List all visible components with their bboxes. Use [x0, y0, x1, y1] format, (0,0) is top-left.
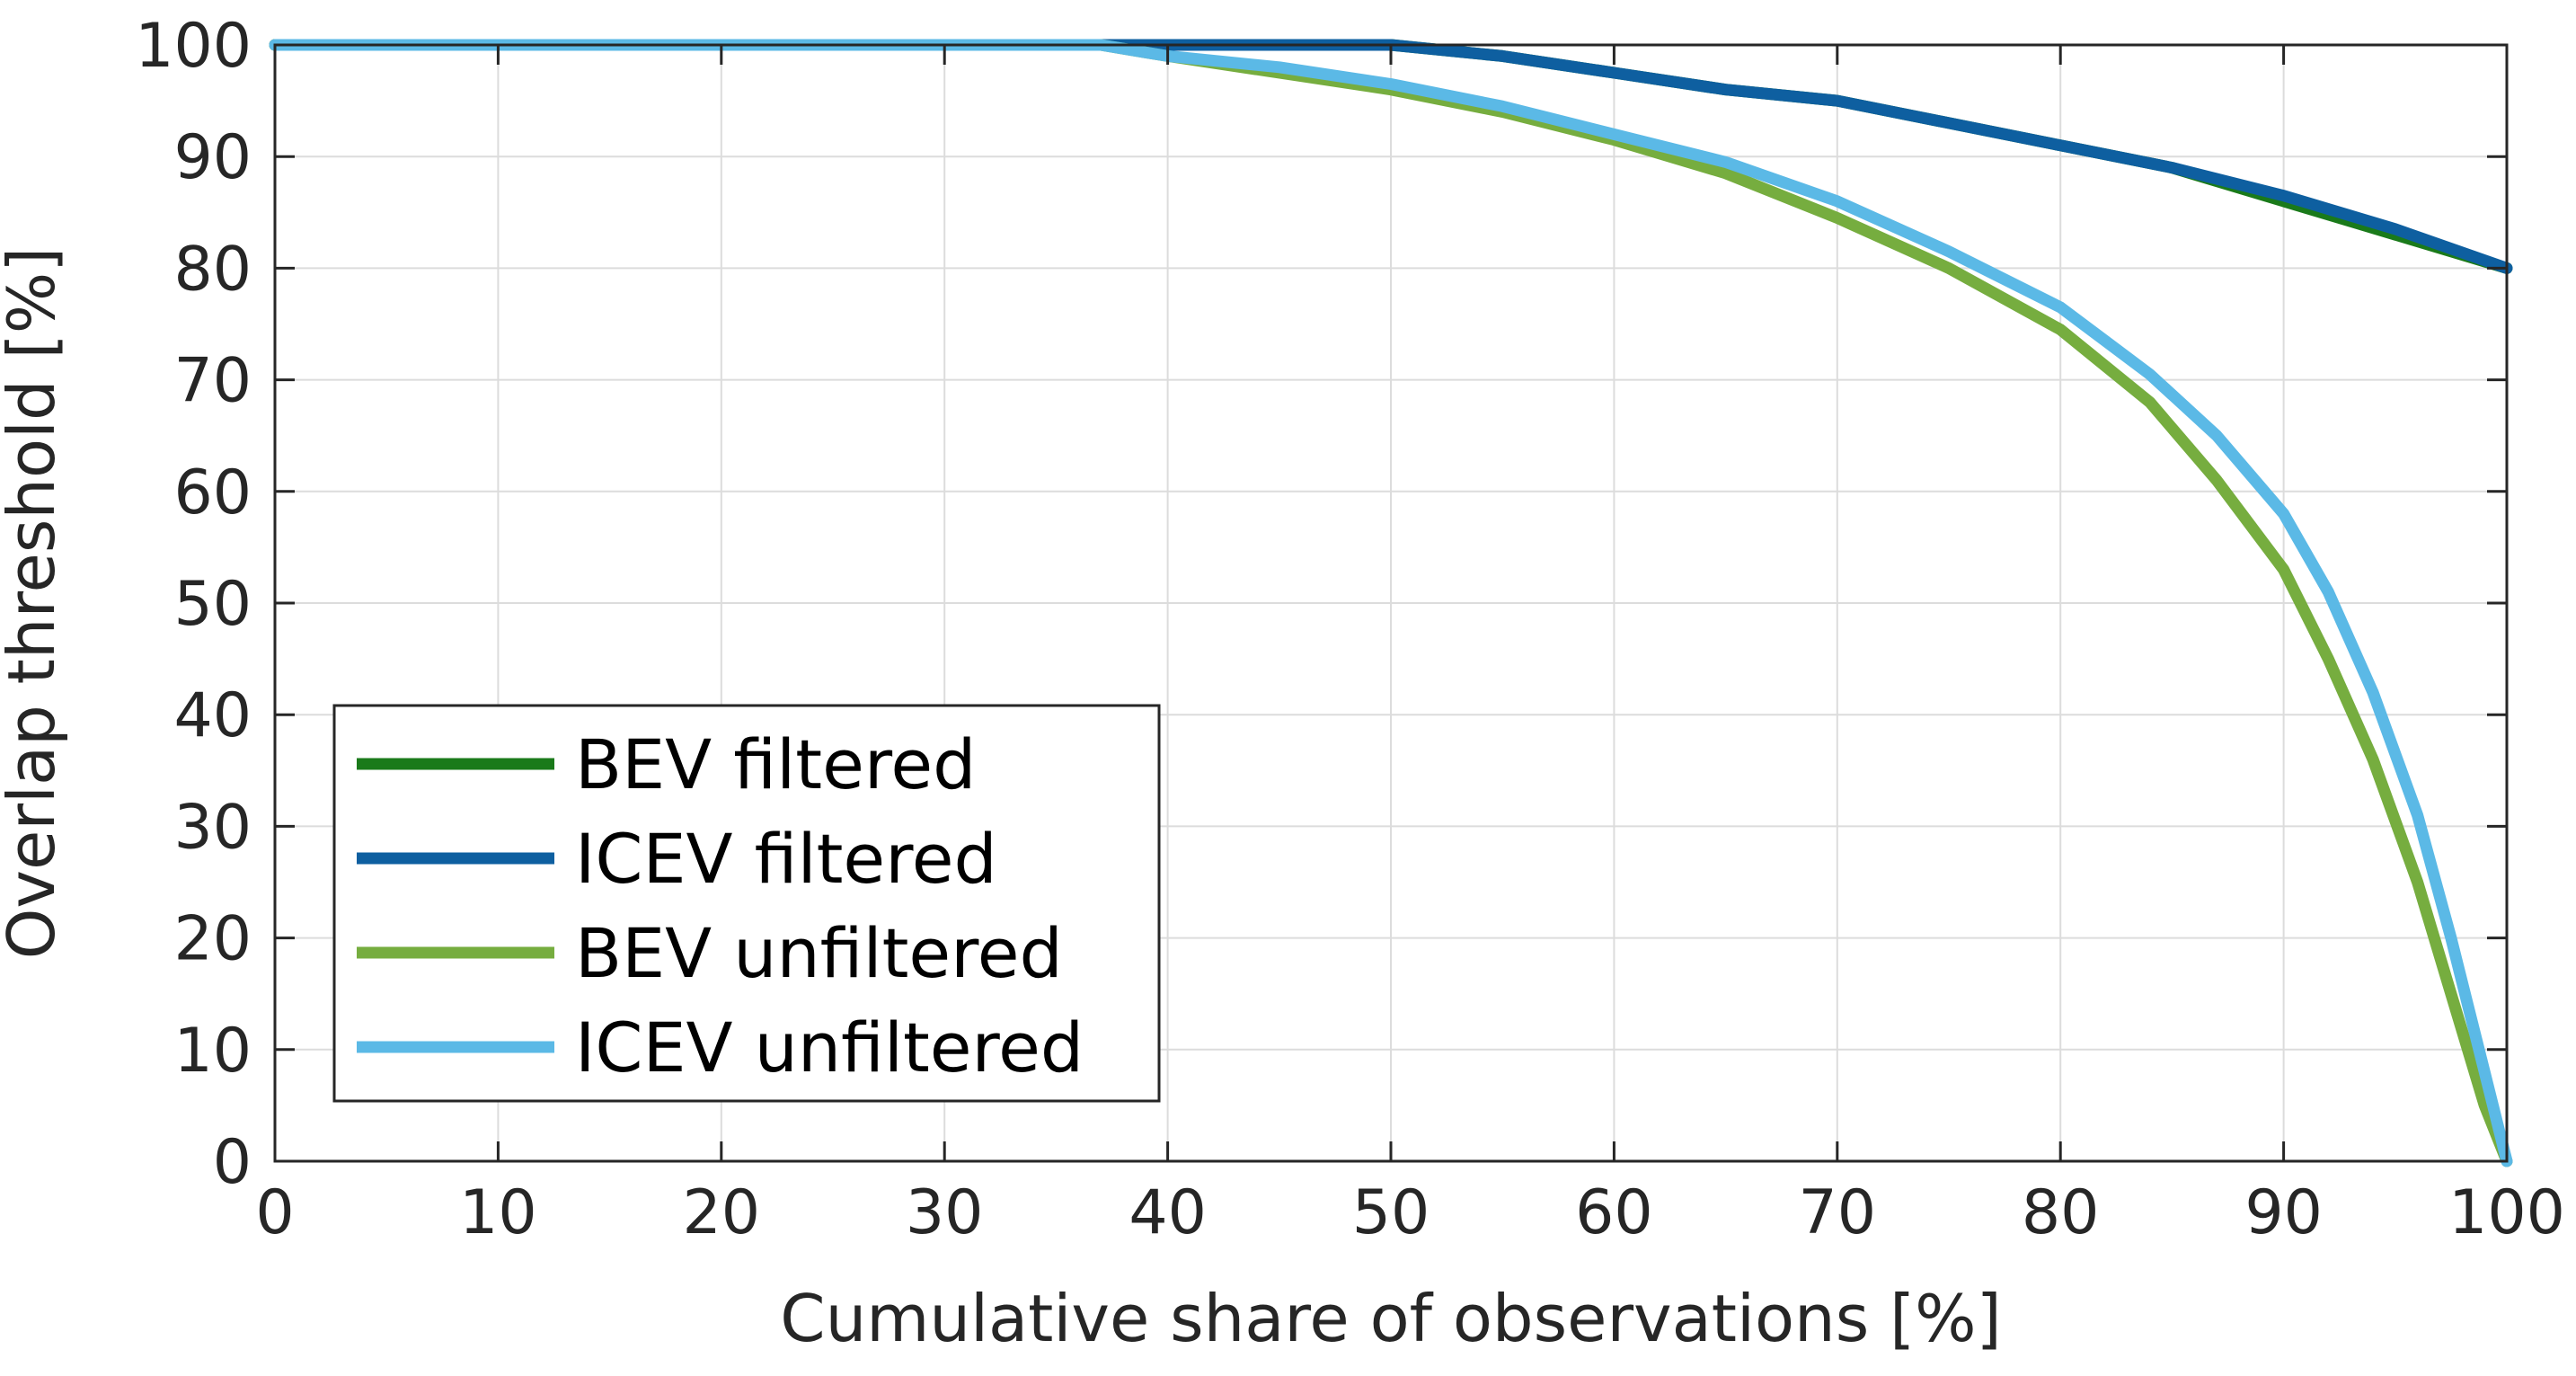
x-axis-label: Cumulative share of observations [%] [780, 1281, 2001, 1356]
x-tick-label-8: 80 [2022, 1177, 2100, 1248]
x-tick-label-7: 70 [1799, 1177, 1877, 1248]
y-tick-label-2: 20 [173, 904, 252, 975]
x-tick-label-6: 60 [1575, 1177, 1653, 1248]
legend-label-bev-unfiltered: BEV unfiltered [575, 913, 1063, 993]
y-tick-label-6: 60 [173, 457, 252, 528]
legend: BEV filtered ICEV filtered BEV unfiltered I… [332, 704, 1161, 1103]
legend-box [332, 704, 1161, 1103]
axis-ticks: 0 10 20 30 40 50 60 70 80 90 100 0 10 20 30 40 50 60 70 80 9… [135, 11, 2565, 1248]
legend-label-icev-filtered: ICEV filtered [575, 819, 997, 899]
x-tick-label-1: 10 [459, 1177, 537, 1248]
x-tick-label-2: 20 [683, 1177, 761, 1248]
y-tick-label-9: 90 [173, 122, 252, 193]
y-tick-label-7: 70 [173, 346, 252, 417]
x-tick-label-0: 0 [255, 1177, 294, 1248]
y-tick-label-5: 50 [173, 569, 252, 640]
y-tick-label-8: 80 [173, 234, 252, 305]
x-tick-label-10: 100 [2448, 1177, 2565, 1248]
legend-entries: BEV filtered ICEV filtered BEV unfiltered I… [357, 724, 1084, 1087]
y-tick-label-1: 10 [173, 1016, 252, 1087]
legend-label-bev-filtered: BEV filtered [575, 724, 976, 804]
x-tick-label-5: 50 [1352, 1177, 1430, 1248]
y-tick-label-3: 30 [173, 792, 252, 863]
x-tick-label-9: 90 [2244, 1177, 2323, 1248]
y-tick-label-10: 100 [135, 11, 252, 82]
y-axis-label: Overlap threshold [%] [0, 247, 69, 959]
y-tick-label-0: 0 [213, 1127, 252, 1198]
y-tick-label-4: 40 [173, 680, 252, 751]
x-tick-label-4: 40 [1129, 1177, 1207, 1248]
x-tick-label-3: 30 [906, 1177, 984, 1248]
legend-label-icev-unfiltered: ICEV unfiltered [575, 1008, 1084, 1087]
